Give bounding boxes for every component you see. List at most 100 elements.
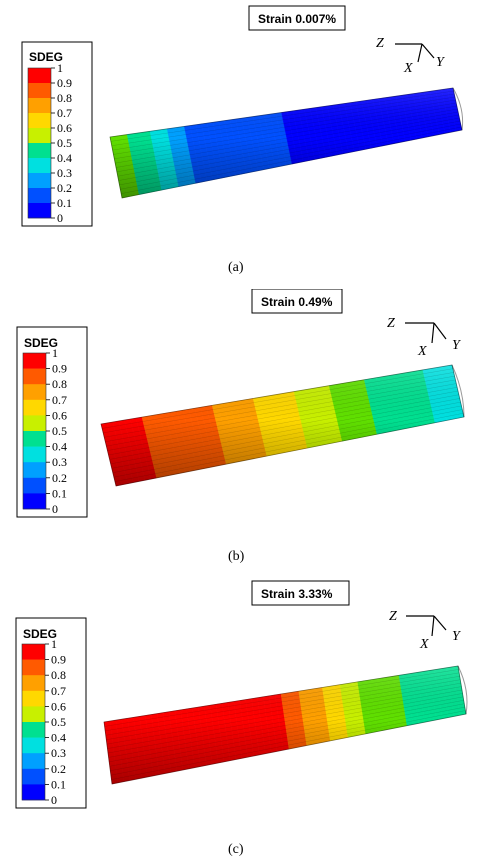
legend-tick-label: 0.5: [52, 424, 67, 438]
legend-tick-label: 0: [52, 502, 58, 516]
mesh-line: [121, 126, 462, 194]
legend-tick-label: 0.7: [52, 393, 67, 407]
legend-tick-label: 0.8: [57, 91, 72, 105]
cylinder-outline: [100, 364, 465, 487]
cylinder-end-edge: [451, 364, 465, 418]
cylinder-outline: [109, 87, 463, 199]
y-axis-line: [421, 43, 435, 59]
strain-label: Strain 0.49%: [251, 289, 343, 314]
mesh-line: [113, 99, 456, 155]
legend-tick-label: 0: [51, 793, 57, 807]
mesh-line: [111, 401, 461, 469]
strain-label-text: Strain 0.007%: [258, 12, 336, 26]
z-axis-label: Z: [387, 316, 395, 331]
strain-label: Strain 0.007%: [248, 5, 346, 31]
mesh-line: [111, 710, 466, 780]
mesh-line: [108, 693, 463, 758]
mesh-line: [108, 390, 459, 456]
panel-a-graphic: SDEG 10.90.80.70.60.50.40.30.20.10 Strai…: [21, 5, 464, 275]
legend-swatch: [23, 462, 46, 479]
legend-swatch: [23, 493, 46, 510]
y-axis-label: Y: [436, 55, 446, 70]
legend-swatch: [22, 722, 45, 738]
legend-tick-label: 0.6: [52, 408, 67, 422]
mesh-line: [112, 405, 462, 473]
legend-swatch: [23, 399, 46, 416]
legend-swatch: [28, 68, 51, 84]
legend-swatch: [23, 384, 46, 401]
legend-tick-label: 0.4: [57, 151, 72, 165]
legend-swatch: [22, 784, 45, 801]
legend-tick-label: 0: [57, 211, 63, 225]
legend-swatch: [22, 690, 45, 707]
cylinder-end-edge: [457, 665, 468, 715]
legend-swatch: [28, 128, 51, 144]
mesh-line: [109, 394, 459, 460]
caption: (c): [228, 842, 244, 857]
legend-swatch: [23, 353, 46, 369]
y-axis-line: [433, 615, 447, 631]
mesh-line: [107, 387, 458, 451]
legend-tick-label: 0.1: [52, 486, 67, 500]
legend-ticks: 1 0.90.8 0.70.6 0.5 0.40.3 0.20.1 0: [46, 346, 67, 516]
cylinder-outline: [103, 665, 467, 785]
strain-label-box: [251, 289, 343, 314]
mesh-line: [106, 682, 461, 745]
mesh-line: [106, 679, 461, 740]
legend-tick-label: 0.6: [51, 699, 66, 713]
legend-swatch: [22, 644, 45, 660]
panel-c: SDEG 1 0.9 0.8 0.7 0.6 0.5 0.4 0.3 0.2 0.1 0 Strai…: [0, 578, 493, 866]
legend-swatch: [28, 83, 51, 99]
y-axis-label: Y: [452, 629, 462, 644]
cylinder-end-edge: [452, 87, 464, 131]
mesh-line: [115, 105, 457, 164]
legend: SDEG 1 0.90.8 0.70.6 0.5 0.40.3 0.20.1 0: [15, 617, 87, 809]
legend-ticks: 1 0.90.8 0.70.6 0.5 0.40.3 0.20.1 0: [45, 637, 66, 807]
mesh-line: [107, 689, 463, 754]
legend-tick-label: 0.7: [51, 684, 66, 698]
mesh-line: [110, 398, 460, 465]
legend-tick-label: 0.4: [51, 731, 66, 745]
legend-tick-label: 0.6: [57, 121, 72, 135]
mesh-line: [119, 120, 461, 186]
legend-tick-label: 0.8: [52, 377, 67, 391]
legend-tick-label: 0.3: [57, 166, 72, 180]
legend-tick-label: 0.4: [52, 440, 67, 454]
panel-a: SDEG 1 0.9 0.8 0.7 0.6 0.5 0.4 0.3 0.2 0.1 0 Strai…: [0, 0, 493, 288]
legend-tick-label: 0.3: [52, 455, 67, 469]
legend: SDEG 1 0.90.8 0.70.6 0.5 0.40.3 0.20.1 0: [16, 326, 88, 518]
legend-tick-label: 0.2: [51, 762, 66, 776]
cylinder-shading: [101, 365, 464, 486]
legend-swatch: [28, 188, 51, 204]
legend-title: SDEG: [24, 336, 58, 350]
panel-c-graphic: SDEG 1 0.90.8 0.70.6 0.5 0.40.3 0.20.1 0 Strai…: [15, 580, 468, 857]
y-axis-line: [433, 322, 447, 340]
x-axis-label: X: [403, 61, 413, 76]
legend-tick-label: 0.9: [52, 362, 67, 376]
legend-tick-label: 0.9: [57, 76, 72, 90]
caption: (a): [228, 260, 244, 275]
strain-label-text: Strain 3.33%: [261, 587, 333, 601]
cylinder-shading: [104, 666, 466, 784]
y-axis-label: Y: [452, 338, 462, 353]
axis-triad: Z Y X: [376, 36, 446, 76]
mesh-line: [113, 409, 463, 478]
legend-swatch: [28, 158, 51, 174]
legend-swatch: [22, 768, 45, 785]
legend-swatch: [28, 203, 51, 219]
x-axis-line: [431, 615, 435, 637]
legend-tick-label: 1: [51, 637, 57, 651]
legend-swatch: [23, 477, 46, 494]
legend-swatch: [22, 753, 45, 770]
legend-colorbar: [21, 643, 46, 801]
legend-swatch: [22, 706, 45, 723]
legend-swatch: [22, 737, 45, 754]
cylinder-shading: [110, 88, 462, 198]
legend-swatch: [28, 98, 51, 114]
legend-swatch: [22, 659, 45, 676]
mesh-line: [110, 706, 465, 776]
mesh-line: [109, 700, 464, 767]
legend-title: SDEG: [23, 627, 57, 641]
mesh-line: [117, 114, 459, 177]
mesh-line: [106, 383, 457, 447]
